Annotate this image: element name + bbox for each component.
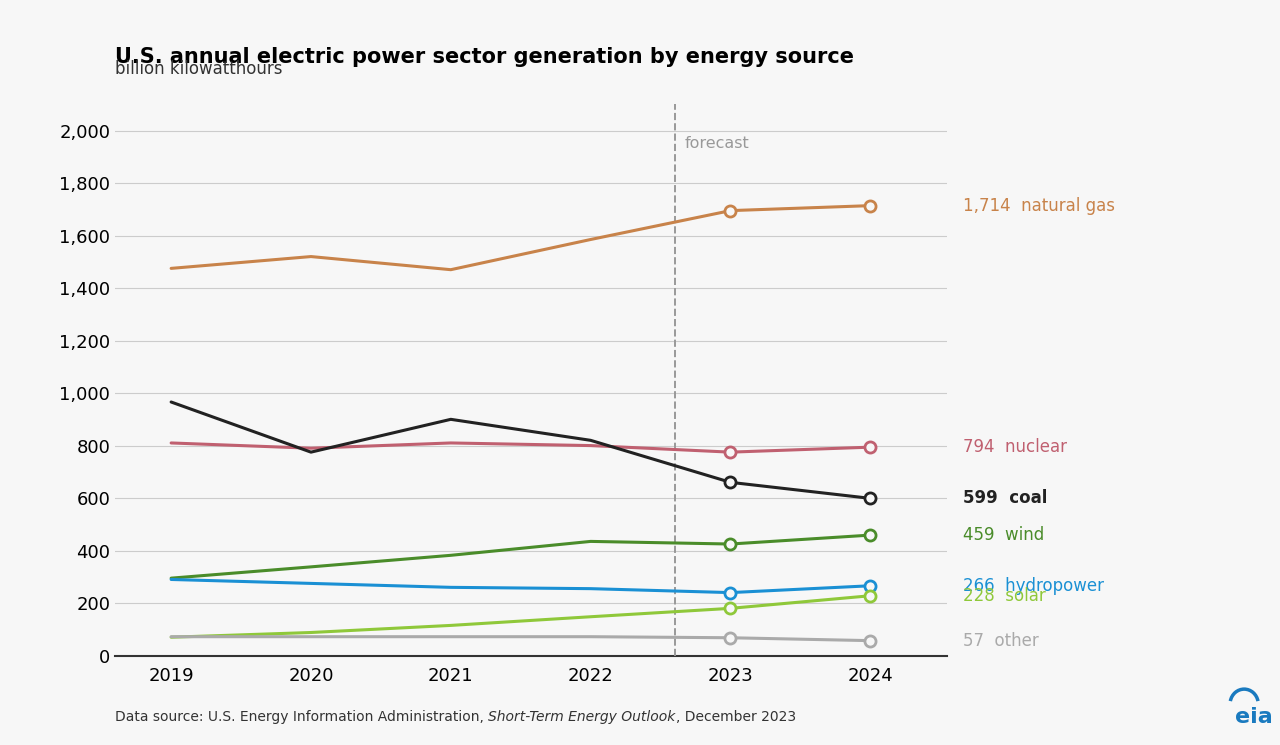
Text: 57  other: 57 other: [963, 632, 1038, 650]
Text: billion kilowatthours: billion kilowatthours: [115, 60, 283, 78]
Text: U.S. annual electric power sector generation by energy source: U.S. annual electric power sector genera…: [115, 47, 854, 66]
Text: forecast: forecast: [685, 136, 749, 150]
Text: Data source: U.S. Energy Information Administration,: Data source: U.S. Energy Information Adm…: [115, 710, 489, 723]
Text: 794  nuclear: 794 nuclear: [963, 438, 1066, 456]
Text: 1,714  natural gas: 1,714 natural gas: [963, 197, 1115, 215]
Text: eia: eia: [1235, 707, 1272, 726]
Text: 459  wind: 459 wind: [963, 526, 1043, 544]
Text: 599  coal: 599 coal: [963, 489, 1047, 507]
Text: Short-Term Energy Outlook: Short-Term Energy Outlook: [489, 710, 676, 723]
Text: 228  solar: 228 solar: [963, 587, 1046, 605]
Text: , December 2023: , December 2023: [676, 710, 796, 723]
Text: 266  hydropower: 266 hydropower: [963, 577, 1103, 595]
